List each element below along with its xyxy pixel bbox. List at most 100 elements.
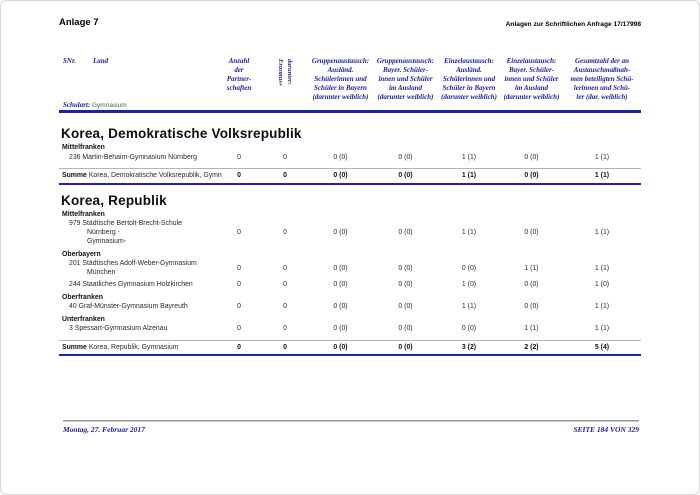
value-cell: 5 (4) [594, 343, 610, 351]
column-erasmus: darunter: Erasmus+ [262, 55, 308, 111]
schulart-value: Gymnasium [91, 102, 127, 109]
value-cell: 0 [237, 229, 241, 236]
summe-rest: Korea, Demokratische Volksrepublik, Gymn [86, 172, 222, 179]
value-cell: 0 (0) [333, 172, 348, 179]
column-gesamtzahl: Gesamtzahl der an Austauschmaßnah- men b… [570, 57, 634, 101]
value-cell: 0 (0) [333, 303, 348, 310]
country-title: Korea, Republik [61, 192, 167, 208]
value-cell: 0 (0) [398, 281, 413, 288]
value-cell: 0 [237, 153, 241, 161]
schulart-label: Schulart: [63, 101, 91, 109]
column-snr: SNr. [63, 57, 77, 65]
value-cell: 0 (0) [398, 343, 413, 351]
value-cell: 0 (0) [333, 264, 348, 272]
school-row: 3 Spessart-Gymnasium Alzenau 0 0 0 (0) 0… [59, 323, 641, 335]
value-cell: 1 (1) [461, 172, 477, 179]
value-cell: 0 (0) [333, 343, 348, 351]
value-cell: 1 (1) [524, 264, 539, 272]
value-cell: 0 [283, 172, 287, 179]
value-cell: 0 (0) [398, 325, 413, 332]
footer-divider [63, 420, 639, 422]
page-header: Anlage 7 Anlagen zur Schriftlichen Anfra… [59, 17, 641, 28]
column-land: Land [93, 57, 109, 65]
summe-label: Summe Korea, Republik, Gymnasium [59, 343, 289, 352]
school-name: 979 Städtische Bertolt-Brecht-Schule Nür… [69, 220, 182, 245]
table-body: Korea, Demokratische Volksrepublik Mitte… [59, 118, 641, 362]
value-cell: 0 (0) [524, 303, 539, 310]
value-cell: 0 (0) [333, 229, 348, 236]
schulart-row: Schulart: Gymnasium [63, 101, 127, 110]
school-row: 979 Städtische Bertolt-Brecht-Schule Nür… [59, 218, 641, 248]
summe-word: Summe [62, 172, 87, 179]
value-cell: 0 (0) [333, 325, 348, 332]
value-cell: 1 (1) [461, 229, 477, 236]
value-cell: 0 (0) [333, 153, 348, 161]
school-row: 40 Graf-Münster-Gymnasium Bayreuth 0 0 0… [59, 301, 641, 313]
summe-row: Summe Korea, Republik, Gymnasium 0 0 0 (… [59, 339, 641, 356]
summe-rest: Korea, Republik, Gymnasium [86, 343, 179, 351]
column-partnerschaften: Anzahl der Partner- schaften [226, 57, 252, 92]
table-header: SNr. Land Schulart: Gymnasium Anzahl der… [59, 55, 641, 111]
region-header: Oberbayern [62, 250, 101, 258]
erasmus-rotated-label: darunter: Erasmus+ [277, 59, 293, 87]
column-gruppenaustausch-bayern: Gruppenaustausch: Ausländ. Schülerinnen … [311, 57, 370, 101]
summe-label: Summe Korea, Demokratische Volksrepublik… [59, 171, 289, 180]
value-cell: 0 [283, 303, 287, 310]
value-cell: 1 (0) [461, 281, 477, 288]
page-footer: Montag, 27. Februar 2017 SEITE 184 VON 3… [63, 425, 639, 434]
value-cell: 0 [283, 343, 287, 351]
column-gruppenaustausch-ausland: Gruppenaustausch: Bayer. Schüler- innen … [376, 57, 435, 101]
school-row: 201 Städtisches Adolf-Weber-Gymnasium Mü… [59, 258, 641, 279]
value-cell: 0 (0) [398, 229, 413, 236]
value-cell: 0 (0) [461, 264, 477, 272]
school-name: 3 Spessart-Gymnasium Alzenau [69, 325, 168, 332]
value-cell: 1 (0) [594, 281, 610, 288]
value-cell: 0 [283, 325, 287, 332]
school-name: 40 Graf-Münster-Gymnasium Bayreuth [69, 303, 188, 310]
value-cell: 0 (0) [398, 172, 413, 179]
value-cell: 0 [283, 264, 287, 272]
value-cell: 0 [237, 325, 241, 332]
region-header: Mittelfranken [62, 144, 105, 151]
value-cell: 0 [283, 153, 287, 161]
header-divider [59, 110, 641, 113]
value-cell: 0 [237, 281, 241, 288]
value-cell: 3 (2) [461, 343, 477, 351]
value-cell: 0 [283, 229, 287, 236]
value-cell: 0 (0) [333, 281, 348, 288]
value-cell: 0 [237, 172, 241, 179]
value-cell: 0 (0) [461, 325, 477, 332]
value-cell: 0 (0) [398, 264, 413, 272]
value-cell: 1 (1) [594, 264, 610, 272]
school-name: 201 Städtisches Adolf-Weber-Gymnasium Mü… [69, 260, 197, 276]
inquiry-reference: Anlagen zur Schriftlichen Anfrage 17/179… [505, 21, 641, 28]
value-cell: 0 (0) [524, 172, 539, 179]
value-cell: 2 (2) [524, 343, 539, 351]
header-label-column: SNr. Land Schulart: Gymnasium [59, 55, 216, 111]
school-name: 244 Staatliches Gymnasium Holzkirchen [69, 281, 193, 288]
value-cell: 1 (1) [594, 172, 610, 179]
value-cell: 0 (0) [524, 153, 539, 161]
value-cell: 0 (0) [524, 229, 539, 236]
value-cell: 1 (1) [524, 325, 539, 332]
value-cell: 1 (1) [461, 153, 477, 161]
school-row: 236 Martin-Behaim-Gymnasium Nürnberg 0 0… [59, 151, 641, 163]
value-cell: 0 [237, 303, 241, 310]
footer-date: Montag, 27. Februar 2017 [63, 425, 145, 434]
value-cell: 1 (1) [461, 303, 477, 310]
school-name: 236 Martin-Behaim-Gymnasium Nürnberg [69, 153, 197, 161]
value-cell: 1 (1) [594, 325, 610, 332]
value-cell: 1 (1) [594, 303, 610, 310]
region-header: Mittelfranken [62, 210, 105, 218]
country-section: Korea, Demokratische Volksrepublik Mitte… [59, 126, 641, 185]
value-cell: 1 (1) [594, 229, 610, 236]
value-cell: 1 (1) [594, 153, 610, 161]
column-einzelaustausch-bayern: Einzelaustausch: Ausländ. Schülerinnen u… [441, 57, 497, 101]
value-cell: 0 (0) [398, 153, 413, 161]
value-cell: 0 [283, 281, 287, 288]
country-title: Korea, Demokratische Volksrepublik [61, 126, 302, 141]
country-section: Korea, Republik Mittelfranken 979 Städti… [59, 192, 641, 356]
annex-title: Anlage 7 [59, 17, 99, 28]
summe-word: Summe [62, 343, 87, 351]
